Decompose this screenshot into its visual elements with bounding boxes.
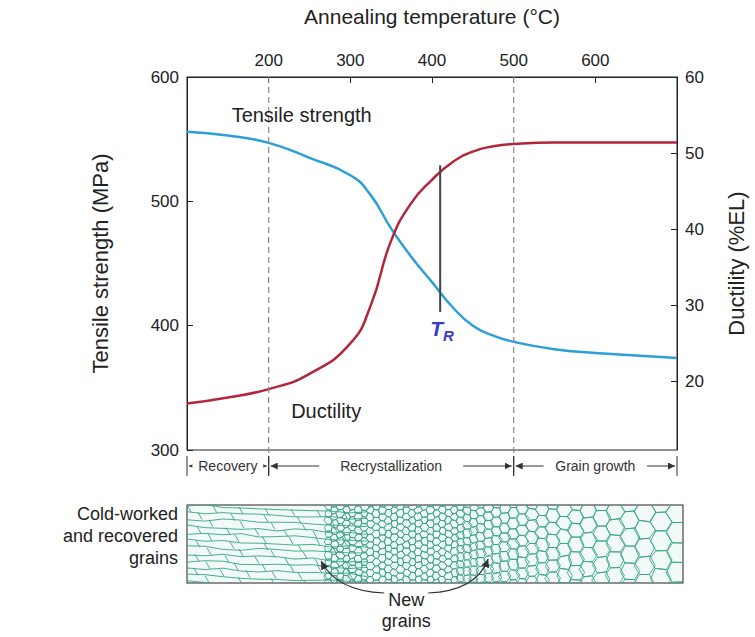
svg-text:Cold-worked: Cold-worked: [77, 504, 178, 524]
svg-text:Grain growth: Grain growth: [555, 458, 635, 474]
svg-text:40: 40: [685, 220, 704, 239]
svg-text:600: 600: [151, 68, 179, 87]
svg-text:New: New: [388, 590, 425, 610]
svg-text:and recovered: and recovered: [63, 526, 178, 546]
svg-text:400: 400: [151, 316, 179, 335]
svg-text:20: 20: [685, 372, 704, 391]
svg-text:TR: TR: [430, 317, 454, 344]
svg-text:Ductility (%EL): Ductility (%EL): [724, 191, 749, 335]
svg-text:500: 500: [499, 51, 527, 70]
svg-text:50: 50: [685, 144, 704, 163]
svg-text:Tensile strength: Tensile strength: [232, 104, 372, 126]
svg-text:Recrystallization: Recrystallization: [340, 458, 442, 474]
svg-text:600: 600: [581, 51, 609, 70]
svg-text:60: 60: [685, 68, 704, 87]
svg-text:300: 300: [151, 441, 179, 460]
svg-text:30: 30: [685, 296, 704, 315]
svg-text:Recovery: Recovery: [198, 458, 257, 474]
svg-text:Tensile strength (MPa): Tensile strength (MPa): [88, 153, 113, 373]
svg-text:Ductility: Ductility: [291, 400, 361, 422]
svg-text:Annealing temperature (°C): Annealing temperature (°C): [304, 5, 560, 28]
svg-text:200: 200: [254, 51, 282, 70]
svg-text:grains: grains: [382, 611, 431, 631]
svg-text:400: 400: [418, 51, 446, 70]
svg-text:grains: grains: [129, 548, 178, 568]
svg-text:300: 300: [336, 51, 364, 70]
svg-text:500: 500: [151, 192, 179, 211]
